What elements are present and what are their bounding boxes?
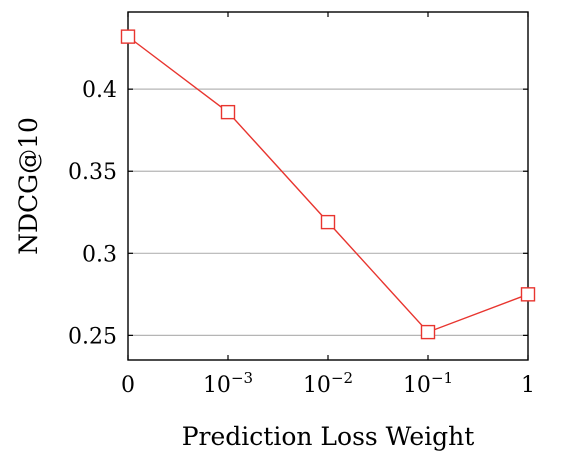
x-axis-title: Prediction Loss Weight [182, 422, 475, 451]
y-tick-label: 0.3 [82, 242, 117, 267]
y-tick-label: 0.4 [82, 78, 117, 103]
series-line [127, 36, 529, 333]
x-tick-label-exponent: −2 [331, 369, 353, 387]
x-tick-label: 1 [521, 373, 535, 398]
grid-layer [128, 88, 528, 336]
x-tick-label-exponent: −3 [231, 369, 253, 387]
data-point-marker [120, 29, 136, 44]
x-tick-label: 10−2 [303, 369, 353, 398]
x-tick-label-exponent: −1 [431, 369, 453, 387]
data-point-marker [220, 104, 236, 120]
y-axis-title: NDCG@10 [14, 117, 43, 255]
x-tick-label-base: 10 [403, 373, 431, 398]
y-tick-label: 0.25 [68, 324, 117, 349]
x-tick-label-base: 10 [203, 373, 231, 398]
x-tick-label: 0 [121, 373, 135, 398]
data-point-marker [320, 214, 336, 230]
x-tick-label-base: 1 [521, 373, 535, 398]
plot-frame [127, 11, 529, 361]
y-tick-label: 0.35 [68, 160, 117, 185]
x-tick-label-base: 10 [303, 373, 331, 398]
x-tick-label: 10−3 [203, 369, 253, 398]
x-tick-label: 10−1 [403, 369, 453, 398]
data-point-marker [520, 287, 536, 302]
label-layer: 0.250.30.350.40 10−3 10−2 10−1 1 [68, 78, 535, 398]
series-layer [120, 29, 536, 340]
tick-layer [127, 12, 529, 360]
data-point-marker [420, 324, 436, 340]
x-tick-label-base: 0 [121, 373, 135, 398]
